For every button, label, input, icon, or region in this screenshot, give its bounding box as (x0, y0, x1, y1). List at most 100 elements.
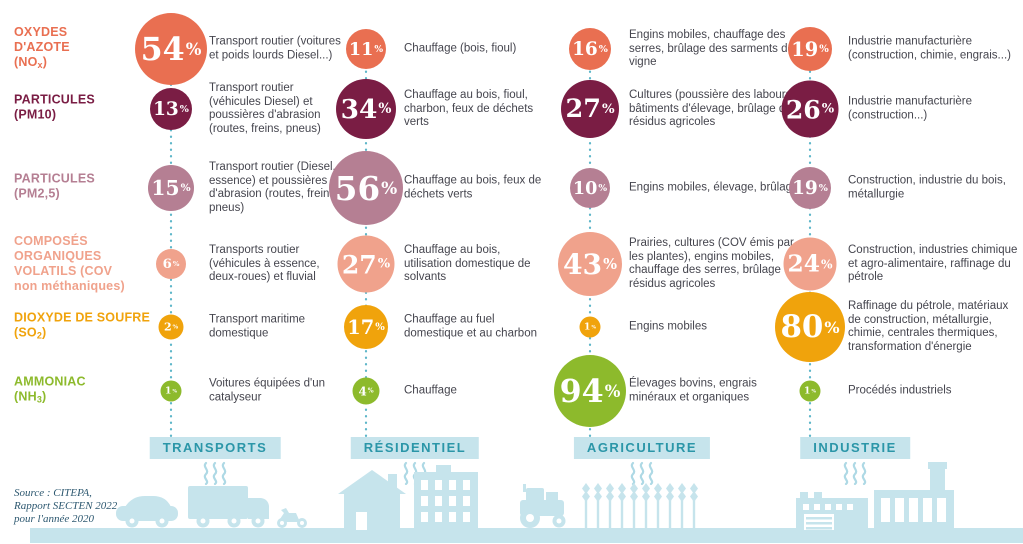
bubble-so2-transports: 2% (158, 314, 184, 340)
percent-sign: % (604, 381, 621, 401)
bubble-value: 1 (165, 385, 172, 397)
bubble-pm25-industrie: 19% (789, 167, 831, 209)
formula-subscript: x (37, 60, 43, 70)
bubble-value: 1 (584, 321, 591, 333)
desc-so2-agriculture: Engins mobiles (629, 320, 707, 333)
bubble-value: 80 (780, 309, 824, 345)
bubble-cov-agriculture: 43% (558, 232, 622, 296)
bubble-pm25-agriculture: 10% (570, 168, 610, 208)
bubble-cov-industrie: 24% (783, 237, 837, 291)
formula-prefix: (SO (14, 325, 37, 340)
desc-pm10-agriculture: Cultures (poussière des labours), bâtime… (629, 88, 799, 128)
formula-suffix: ) (42, 325, 47, 340)
bubble-value: 27 (565, 94, 601, 124)
bubble-nh3-agriculture: 94% (554, 355, 626, 427)
bubble-value: 54 (140, 30, 185, 68)
bubble-value: 6 (162, 256, 172, 272)
bubble-pm10-agriculture: 27% (561, 80, 619, 138)
bubble-value: 19 (791, 37, 819, 61)
bubble-value: 1 (804, 385, 811, 397)
desc-so2-residentiel: Chauffage au fuel domestique et au charb… (404, 313, 537, 340)
steam-icon (840, 461, 870, 490)
row-title-nox: OXYDES D'AZOTE (14, 25, 70, 54)
column-dotted-line (169, 49, 173, 437)
desc-pm25-transports: Transport routier (Diesel, essence) et p… (209, 161, 339, 214)
row-formula-nox: (NOx) (14, 55, 152, 73)
desc-pm25-residentiel: Chauffage au bois, feux de déchets verts (404, 174, 542, 201)
bubble-so2-agriculture: 1% (579, 316, 601, 338)
percent-sign: % (820, 257, 833, 271)
ground-strip (30, 528, 1023, 543)
row-title-cov: COMPOSÉS ORGANIQUES VOLATILS (COV non mé… (14, 234, 125, 293)
bubble-value: 2 (163, 320, 172, 334)
sector-label-residentiel: RÉSIDENTIEL (350, 437, 480, 459)
desc-so2-transports: Transport maritime domestique (209, 313, 306, 340)
percent-sign: % (601, 101, 615, 117)
steam-icon (200, 461, 230, 490)
desc-cov-agriculture: Prairies, cultures (COV émis par les pla… (629, 237, 803, 290)
sector-label-transports: TRANSPORTS (149, 437, 281, 459)
bubble-value: 19 (792, 177, 818, 199)
bubble-value: 10 (572, 177, 598, 199)
bubble-value: 15 (151, 176, 180, 200)
source-line: Rapport SECTEN 2022 (14, 500, 118, 512)
percent-sign: % (824, 317, 840, 337)
desc-nox-transports: Transport routier (voitures et poids lou… (209, 35, 341, 62)
bubble-nox-transports: 54% (135, 13, 207, 85)
bubble-pm10-industrie: 26% (781, 80, 839, 138)
percent-sign: % (367, 387, 374, 395)
percent-sign: % (811, 388, 816, 394)
percent-sign: % (179, 103, 189, 115)
bubble-so2-industrie: 80% (775, 292, 845, 362)
desc-nh3-transports: Voitures équipées d'un catalyseur (209, 377, 326, 404)
row-title-nh3: AMMONIAC (14, 374, 86, 389)
row-label-pm10: PARTICULES (PM10) (14, 93, 152, 126)
desc-nh3-agriculture: Élevages bovins, engrais minéraux et org… (629, 377, 757, 404)
source-line: pour l'année 2020 (14, 513, 94, 525)
formula-prefix: (NO (14, 55, 38, 69)
percent-sign: % (172, 260, 180, 268)
desc-pm10-residentiel: Chauffage au bois, fioul, charbon, feux … (404, 88, 534, 128)
percent-sign: % (374, 43, 384, 55)
desc-cov-residentiel: Chauffage au bois, utilisation domestiqu… (404, 243, 531, 283)
desc-pm25-industrie: Construction, industrie du bois, métallu… (848, 174, 1006, 201)
formula-suffix: ) (42, 389, 47, 404)
percent-sign: % (378, 101, 392, 117)
bubble-value: 34 (340, 93, 378, 125)
steam-icon (627, 461, 657, 490)
row-formula-so2: (SO2) (14, 326, 152, 344)
houses-icon (336, 462, 486, 530)
percent-sign: % (598, 43, 608, 55)
formula-suffix: ) (42, 55, 48, 69)
bubble-nox-residentiel: 11% (346, 29, 386, 69)
source-line: Source : CITEPA, (14, 487, 92, 499)
row-label-nh3: AMMONIAC (NH3) (14, 375, 152, 408)
bubble-value: 4 (358, 384, 367, 398)
bubble-value: 17 (347, 315, 375, 339)
bubble-value: 27 (341, 249, 377, 279)
row-label-cov: COMPOSÉS ORGANIQUES VOLATILS (COV non mé… (14, 234, 152, 294)
bubble-value: 24 (787, 250, 820, 278)
percent-sign: % (819, 43, 829, 55)
bubble-nox-industrie: 19% (788, 27, 832, 71)
bubble-pm10-transports: 13% (150, 88, 192, 130)
row-formula-nh3: (NH3) (14, 390, 152, 408)
percent-sign: % (821, 101, 835, 117)
bubble-nh3-residentiel: 4% (352, 377, 380, 405)
percent-sign: % (375, 321, 385, 333)
row-title-pm25: PARTICULES (14, 171, 95, 186)
bubble-cov-transports: 6% (156, 249, 186, 279)
bubble-pm10-residentiel: 34% (336, 79, 396, 139)
bubble-value: 26 (785, 94, 821, 124)
desc-pm10-transports: Transport routier (véhicules Diesel) et … (209, 82, 321, 135)
bubble-value: 94 (559, 372, 604, 410)
row-label-nox: OXYDES D'AZOTE (NOx) (14, 25, 152, 73)
percent-sign: % (180, 182, 191, 194)
bubble-nh3-industrie: 1% (799, 380, 821, 402)
source-note: Source : CITEPA, Rapport SECTEN 2022 pou… (14, 487, 117, 526)
sector-label-industrie: INDUSTRIE (800, 437, 910, 459)
formula-prefix: (PM2,5) (14, 186, 60, 201)
percent-sign: % (603, 255, 618, 273)
bubble-value: 43 (562, 247, 603, 281)
